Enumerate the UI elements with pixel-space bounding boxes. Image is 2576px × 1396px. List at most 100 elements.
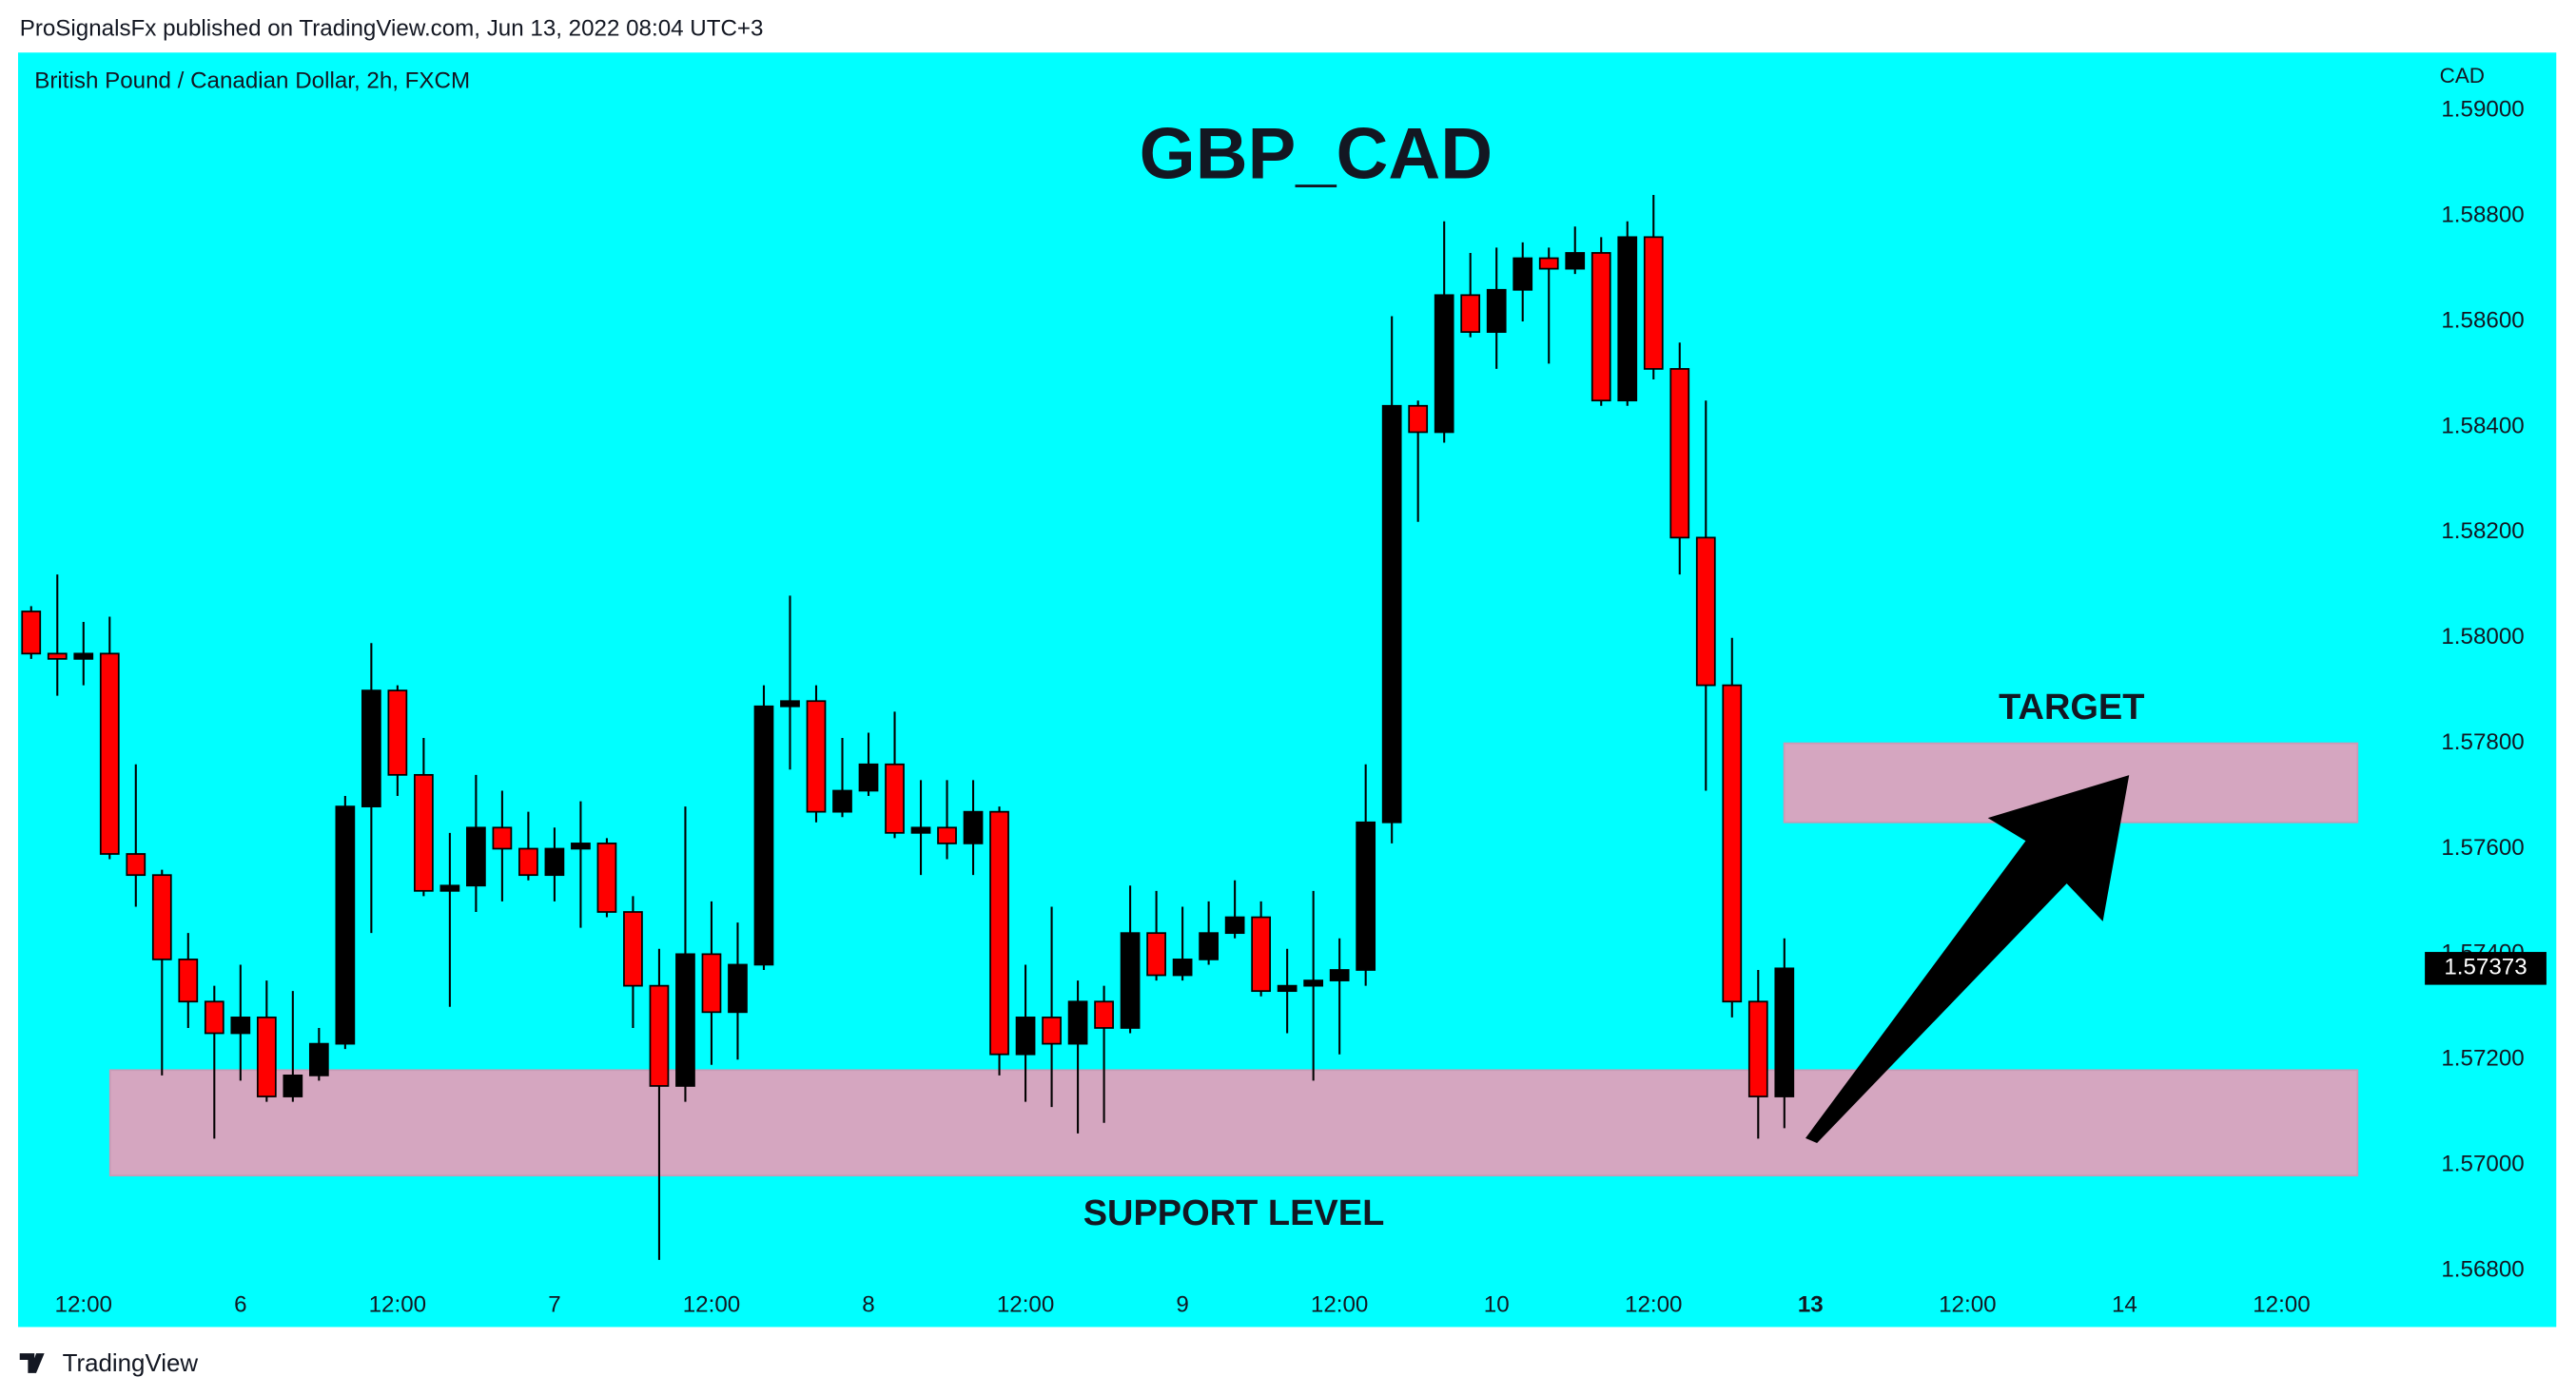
candle-body <box>1172 959 1193 977</box>
candle-body <box>989 810 1009 1056</box>
candle-body <box>728 963 748 1014</box>
candle-body <box>544 847 565 877</box>
price-label-box <box>2425 952 2547 985</box>
candle-body <box>47 652 68 660</box>
candle-body <box>73 652 94 660</box>
candle-body <box>335 805 356 1045</box>
candle-body <box>1460 294 1481 333</box>
symbol-legend: British Pound / Canadian Dollar, 2h, FXC… <box>34 68 470 94</box>
zone-label: TARGET <box>1999 688 2144 727</box>
candle-body <box>1590 252 1611 402</box>
x-tick-label: 7 <box>548 1291 560 1317</box>
candle-body <box>1381 404 1402 824</box>
candle-body <box>1251 916 1271 993</box>
candle-body <box>439 884 460 892</box>
x-tick-label: 12:00 <box>2253 1291 2310 1317</box>
candle-body <box>937 826 957 844</box>
y-tick-label: 1.58600 <box>2441 307 2524 333</box>
candle-body <box>21 611 42 655</box>
candle-body <box>256 1017 277 1097</box>
candle-body <box>1565 252 1586 270</box>
plot: SUPPORT LEVEL TARGET 1.59000 1.58800 1.58600… <box>21 97 2525 1317</box>
candle-body <box>1042 1017 1062 1045</box>
candle-body <box>910 826 931 834</box>
candle-body <box>885 763 905 834</box>
x-tick-label: 9 <box>1176 1291 1188 1317</box>
x-tick-label: 6 <box>234 1291 246 1317</box>
candle-body <box>99 652 120 855</box>
candle-body <box>492 826 513 850</box>
candle-body <box>1224 916 1245 935</box>
candle-body <box>308 1042 329 1076</box>
candle-body <box>1146 932 1166 977</box>
candle-body <box>596 843 617 913</box>
x-tick-label: 12:00 <box>1625 1291 1682 1317</box>
zone <box>108 1069 2359 1177</box>
x-tick-label: 12:00 <box>55 1291 112 1317</box>
candle-body <box>1643 236 1664 370</box>
candle-body <box>649 984 670 1087</box>
arrow <box>1805 775 2130 1144</box>
candle-body <box>858 763 879 792</box>
candle-body <box>230 1017 251 1035</box>
footer-brand: TradingView <box>63 1350 199 1377</box>
candle-body <box>414 773 434 892</box>
candle-body <box>1486 288 1507 333</box>
candle-body <box>1512 257 1533 291</box>
candle-body <box>1617 236 1638 402</box>
candle-body <box>1434 294 1454 434</box>
x-tick-label: 13 <box>1798 1291 1824 1317</box>
candle-body <box>1015 1017 1036 1056</box>
candle-body <box>1408 404 1429 434</box>
x-tick-label: 12:00 <box>997 1291 1054 1317</box>
y-tick-label: 1.57000 <box>2441 1152 2524 1177</box>
candle-body <box>675 953 695 1087</box>
candle-body <box>283 1075 303 1097</box>
y-tick-label: 1.58000 <box>2441 624 2524 650</box>
logo-icon <box>19 1353 45 1373</box>
x-tick-label: 12:00 <box>683 1291 740 1317</box>
candle-body <box>1722 684 1743 1003</box>
candle-body <box>1356 821 1376 971</box>
zone-label: SUPPORT LEVEL <box>1083 1193 1385 1233</box>
x-tick-label: 12:00 <box>1311 1291 1368 1317</box>
candle-body <box>701 953 722 1014</box>
candle-body <box>518 847 538 877</box>
candle-body <box>623 911 643 987</box>
candle-body <box>1120 932 1141 1029</box>
candle-body <box>753 705 774 966</box>
currency-label: CAD <box>2440 64 2485 87</box>
candle-body <box>1329 969 1350 981</box>
candle-body <box>780 700 800 708</box>
candle-body <box>1067 1000 1088 1045</box>
y-tick-label: 1.58400 <box>2441 413 2524 438</box>
price-label: 1.57373 <box>2444 955 2527 980</box>
candle-body <box>963 810 984 844</box>
x-tick-label: 12:00 <box>1939 1291 1996 1317</box>
x-tick-label: 10 <box>1484 1291 1510 1317</box>
candle-body <box>1199 932 1219 960</box>
y-tick-label: 1.58200 <box>2441 518 2524 544</box>
candle-body <box>1277 984 1298 993</box>
candle-body <box>1747 1000 1768 1097</box>
candle-body <box>361 689 381 807</box>
publish-header: ProSignalsFx published on TradingView.co… <box>20 15 764 41</box>
candle-body <box>1774 967 1795 1097</box>
y-tick-label: 1.57600 <box>2441 835 2524 861</box>
candle-body <box>832 789 852 813</box>
x-tick-label: 14 <box>2112 1291 2137 1317</box>
candle-body <box>178 959 199 1003</box>
candle-body <box>1303 979 1324 987</box>
x-tick-label: 12:00 <box>369 1291 426 1317</box>
x-tick-label: 8 <box>862 1291 874 1317</box>
candle-body <box>204 1000 224 1035</box>
y-tick-label: 1.58800 <box>2441 203 2524 228</box>
candle-body <box>571 843 591 850</box>
y-tick-label: 1.57800 <box>2441 729 2524 755</box>
candle-body <box>806 700 827 813</box>
candle-body <box>1538 257 1559 270</box>
y-tick-label: 1.57200 <box>2441 1046 2524 1072</box>
candle-body <box>1695 536 1716 687</box>
